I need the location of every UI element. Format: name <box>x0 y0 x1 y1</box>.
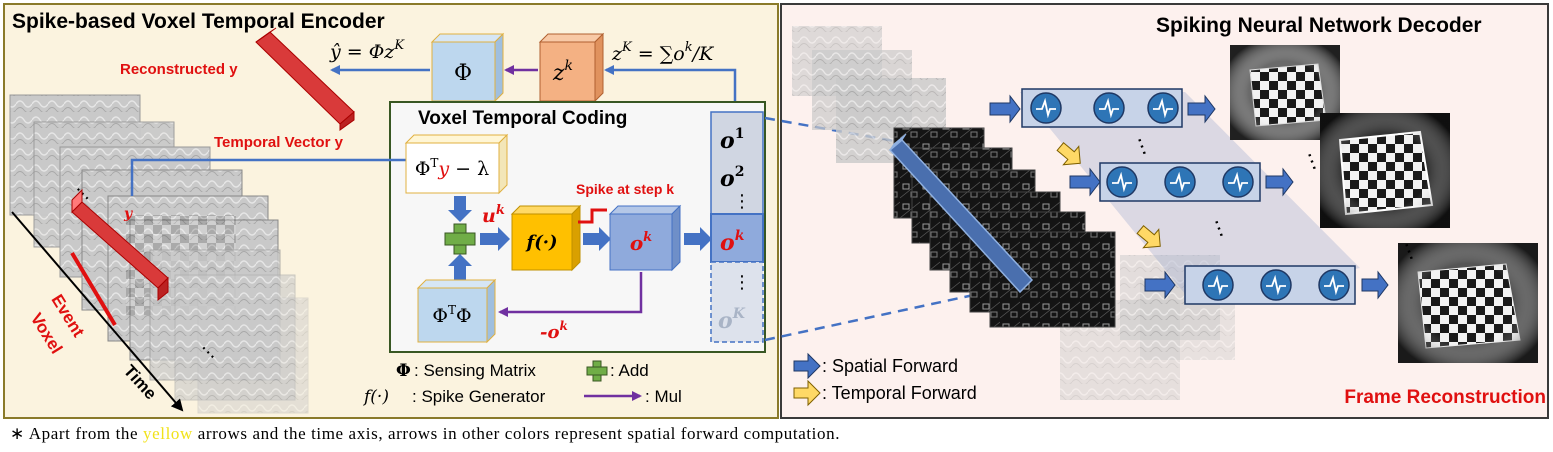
y-hat-equation: ŷ = ΦzK <box>329 38 405 63</box>
spiking-neurons <box>1030 92 1350 301</box>
arrow-feedback-neg-ok <box>498 272 643 317</box>
right-legend: : Spatial Forward : Temporal Forward <box>793 352 977 407</box>
legend-mul-text: : Mul <box>645 387 682 406</box>
svg-text:f(·): f(·) <box>524 232 557 253</box>
reconstructed-label: Reconstructed y <box>120 61 238 78</box>
svg-text:o1: o1 <box>720 126 744 154</box>
temporal-forward-arrow-1 <box>1056 142 1081 166</box>
reconstructed-vector-bar <box>255 27 355 131</box>
time-axis <box>11 211 184 412</box>
uk-label: uk <box>482 203 505 227</box>
right-panel-title: Spiking Neural Network Decoder <box>1156 14 1482 37</box>
svg-text:⋮: ⋮ <box>733 191 751 212</box>
neuron-spike-icon <box>1222 166 1254 198</box>
neuron-spike-icon <box>1164 166 1196 198</box>
svg-text:o2: o2 <box>720 164 744 192</box>
arrow-up-to-add <box>448 254 472 280</box>
footnote: ∗ Apart from the yellow arrows and the t… <box>10 424 840 444</box>
svg-text:ΦTΦ: ΦTΦ <box>432 303 471 327</box>
legend-temporal-forward-arrow-icon <box>793 379 821 407</box>
legend-add-text: : Add <box>610 361 649 380</box>
temporal-forward-arrow-2 <box>1136 225 1161 249</box>
svg-text:ok: ok <box>630 230 652 255</box>
arrow-down-to-add <box>448 196 472 222</box>
projection-line-bottom <box>764 283 1021 342</box>
svg-text:ΦTy − λ: ΦTy − λ <box>415 156 489 180</box>
legend-phi-symbol: Φ <box>396 361 411 381</box>
frame-reconstruction-label: Frame Reconstruction <box>1344 387 1546 408</box>
neuron-spike-icon <box>1318 269 1350 301</box>
legend-spatial-forward-arrow-icon <box>793 352 821 380</box>
ok-box: ok <box>608 204 682 272</box>
neuron-spike-icon <box>1030 92 1062 124</box>
svg-text:⋮: ⋮ <box>733 272 751 293</box>
svg-text:ok: ok <box>720 228 745 256</box>
svg-text:zk: zk <box>552 58 573 86</box>
arrow-ok-to-zk <box>604 65 737 115</box>
legend-temporal-forward-text: : Temporal Forward <box>822 383 977 403</box>
temporal-vector-bar <box>71 188 169 302</box>
event-voxel-marker <box>70 251 117 327</box>
phiT-y-lambda-box: ΦTy − λ <box>404 133 509 195</box>
svg-text:oK: oK <box>718 306 746 334</box>
arrow-f-to-ok <box>583 227 611 251</box>
event-voxel-frames: ⋯ ⋯ <box>9 94 309 414</box>
zk-box: zk <box>538 32 605 103</box>
voxel-temporal-coding-title: Voxel Temporal Coding <box>418 108 627 129</box>
left-panel-title: Spike-based Voxel Temporal Encoder <box>12 10 385 33</box>
reconstructed-frame-2 <box>1320 113 1450 228</box>
legend-add-plus-icon <box>586 360 608 382</box>
reconstructed-frame-1 <box>1230 45 1340 140</box>
arrow-add-to-f <box>480 227 510 251</box>
spike-step-icon <box>578 208 607 224</box>
spike-at-step-label: Spike at step k <box>576 181 674 197</box>
decoder-temporal-vector-bar <box>888 133 1034 294</box>
legend-f-symbol: f(·) <box>362 387 389 407</box>
y-marker-label: y <box>123 206 133 222</box>
svg-text:Φ: Φ <box>454 61 472 86</box>
phi-box: Φ <box>430 32 505 103</box>
neuron-spike-icon <box>1147 92 1179 124</box>
neuron-spike-icon <box>1260 269 1292 301</box>
add-plus-icon <box>444 223 476 255</box>
temporal-vector-label: Temporal Vector y <box>214 134 344 151</box>
spike-output-vector: o1 o2 ⋮ ok ⋮ oK <box>710 111 764 343</box>
reconstructed-frame-3 <box>1398 243 1538 363</box>
spike-generator-box: f(·) <box>510 204 582 272</box>
footnote-highlight: yellow <box>143 424 193 443</box>
legend-spatial-forward-text: : Spatial Forward <box>822 356 958 376</box>
zk-sum-equation: zK = ∑ok/K <box>611 40 715 65</box>
left-legend: Φ : Sensing Matrix : Add f(·) : Spike Ge… <box>362 360 682 407</box>
footnote-pre: ∗ Apart from the <box>10 424 144 443</box>
footnote-post: arrows and the time axis, arrows in othe… <box>192 424 841 443</box>
neuron-spike-icon <box>1093 92 1125 124</box>
neuron-spike-icon <box>1202 269 1234 301</box>
legend-f-text: : Spike Generator <box>412 387 546 406</box>
neuron-spike-icon <box>1106 166 1138 198</box>
legend-phi-text: : Sensing Matrix <box>414 361 536 380</box>
arrow-ok-to-vector <box>684 227 712 251</box>
neg-ok-label: -ok <box>540 319 568 343</box>
phiT-phi-box: ΦTΦ <box>416 278 497 344</box>
